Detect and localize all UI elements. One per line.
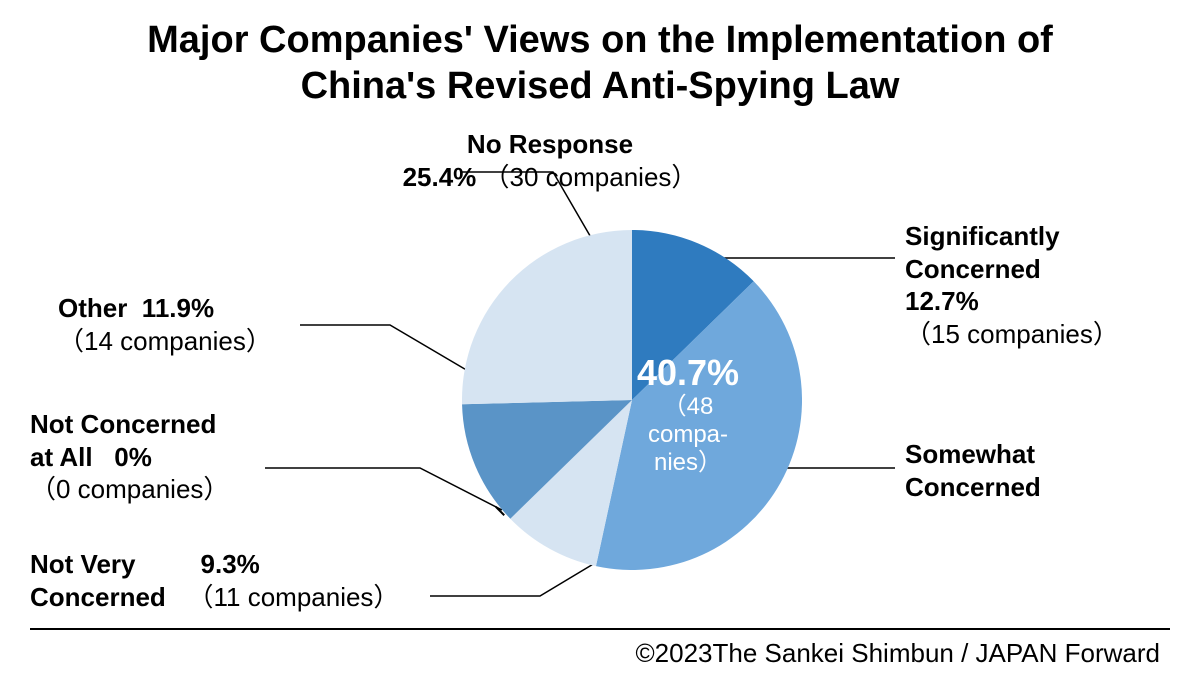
nvc-pct: 9.3% [201, 549, 260, 579]
label-significantly-concerned: Significantly Concerned 12.7% （15 compan… [905, 220, 1119, 350]
ncaa-cnt: （0 companies） [30, 474, 229, 504]
sig-name-1: Significantly [905, 221, 1060, 251]
nvc-cnt: （11 companies） [187, 582, 399, 612]
pie-slice-no_response [462, 230, 632, 404]
label-somewhat-concerned: Somewhat Concerned [905, 438, 1041, 503]
other-name: Other [58, 293, 127, 323]
inner-pct: 40.7% [608, 352, 768, 393]
ncaa-name-1: Not Concerned [30, 409, 216, 439]
som-name-2: Concerned [905, 472, 1041, 502]
inner-cnt-1: （48 [608, 393, 768, 421]
other-cnt: （14 companies） [58, 326, 272, 356]
copyright-text: ©2023The Sankei Shimbun / JAPAN Forward [636, 638, 1160, 669]
title-line-2: China's Revised Anti-Spying Law [301, 65, 900, 107]
sig-name-2: Concerned [905, 254, 1041, 284]
ncaa-name-2: at All [30, 442, 93, 472]
other-pct: 11.9% [142, 293, 214, 323]
inner-cnt-3: nies） [608, 449, 768, 477]
footer-rule [30, 628, 1170, 630]
chart-container: Major Companies' Views on the Implementa… [0, 0, 1200, 685]
no-response-cnt: （30 companies） [484, 162, 698, 192]
title-line-1: Major Companies' Views on the Implementa… [147, 19, 1053, 61]
chart-title: Major Companies' Views on the Implementa… [0, 18, 1200, 109]
label-not-very-concerned: Not Very 9.3% Concerned （11 companies） [30, 548, 399, 613]
label-not-concerned-at-all: Not Concerned at All 0% （0 companies） [30, 408, 229, 506]
inner-cnt-2: compa- [608, 421, 768, 449]
inner-label-somewhat-concerned: 40.7% （48 compa- nies） [608, 352, 768, 476]
nvc-name-2: Concerned [30, 582, 166, 612]
label-other: Other 11.9% （14 companies） [58, 292, 272, 357]
som-name-1: Somewhat [905, 439, 1035, 469]
label-no-response: No Response 25.4% （30 companies） [310, 128, 790, 193]
sig-pct: 12.7% [905, 286, 979, 316]
ncaa-pct: 0% [114, 442, 152, 472]
no-response-pct: 25.4% [403, 162, 477, 192]
no-response-name: No Response [467, 129, 633, 159]
sig-cnt: （15 companies） [905, 319, 1119, 349]
nvc-name-1: Not Very [30, 549, 136, 579]
